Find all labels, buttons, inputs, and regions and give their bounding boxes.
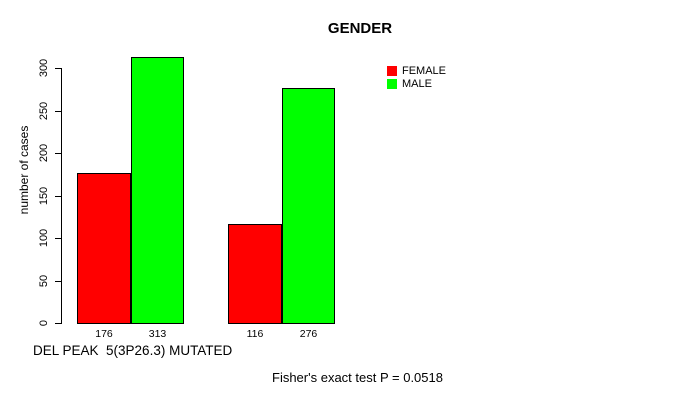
bar-group-2-female <box>228 224 282 324</box>
legend-label-male: MALE <box>402 77 432 90</box>
y-axis-tick <box>55 280 61 282</box>
legend-swatch-female <box>387 66 397 77</box>
x-axis-label: DEL PEAK 5(3P26.3) MUTATED <box>33 343 233 358</box>
y-axis-tick-label: 150 <box>38 186 50 205</box>
y-axis-tick-label: 0 <box>38 319 50 327</box>
legend-swatch-male <box>387 78 397 89</box>
y-axis-tick-label: 300 <box>38 58 50 78</box>
y-axis-tick-label: 250 <box>38 101 50 120</box>
stat-test-note: Fisher's exact test P = 0.0518 <box>272 370 443 385</box>
bar-group-2-male <box>281 88 335 324</box>
legend-item-male: MALE <box>387 78 446 91</box>
y-axis-tick <box>55 68 61 69</box>
y-axis-tick <box>55 110 61 112</box>
legend-item-female: FEMALE <box>387 65 446 78</box>
bar-group-1-female <box>77 173 131 324</box>
y-axis-tick <box>55 323 61 324</box>
y-axis-tick <box>55 153 61 154</box>
chart-title: GENDER <box>327 20 393 37</box>
y-axis-tick <box>55 238 61 239</box>
bar-value-group-2-female: 116 <box>246 328 264 340</box>
bar-value-group-1-female: 176 <box>95 328 113 340</box>
legend-label-female: FEMALE <box>402 65 447 78</box>
y-axis-tick <box>55 195 61 197</box>
y-axis-tick-label: 50 <box>38 274 50 287</box>
bar-value-group-2-male: 276 <box>299 328 318 340</box>
legend: FEMALE MALE <box>387 65 446 90</box>
y-axis-label: number of cases <box>17 125 31 215</box>
bar-value-group-1-male: 313 <box>148 328 167 340</box>
y-axis-tick-label: 100 <box>38 228 50 248</box>
y-axis-line <box>61 68 62 324</box>
y-axis-tick-label: 200 <box>38 143 50 163</box>
bar-group-1-male <box>130 56 184 324</box>
